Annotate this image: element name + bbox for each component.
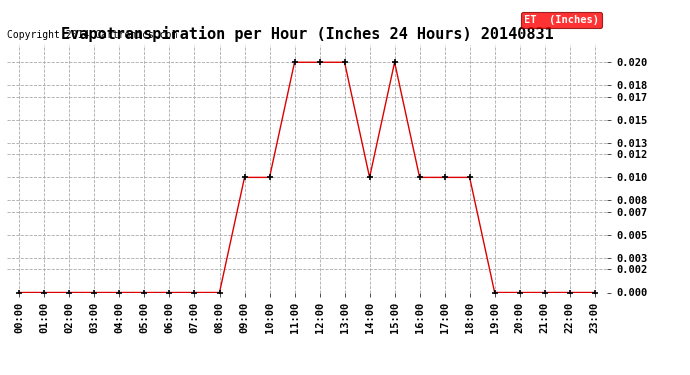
Legend: ET  (Inches): ET (Inches) <box>521 12 602 28</box>
Title: Evapotranspiration per Hour (Inches 24 Hours) 20140831: Evapotranspiration per Hour (Inches 24 H… <box>61 27 553 42</box>
Text: Copyright 2014 Cartronics.com: Copyright 2014 Cartronics.com <box>7 30 177 40</box>
